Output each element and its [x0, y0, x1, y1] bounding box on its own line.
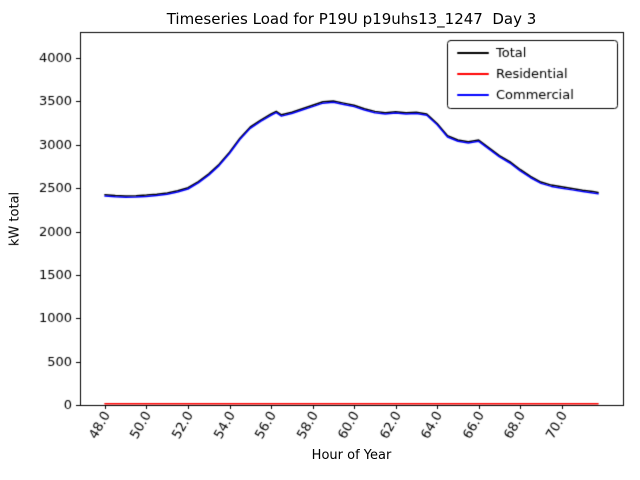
chart-title: Timeseries Load for P19U p19uhs13_1247 D…	[166, 10, 537, 28]
y-axis-label: kW total	[7, 191, 23, 247]
x-axis-label: Hour of Year	[311, 448, 392, 463]
